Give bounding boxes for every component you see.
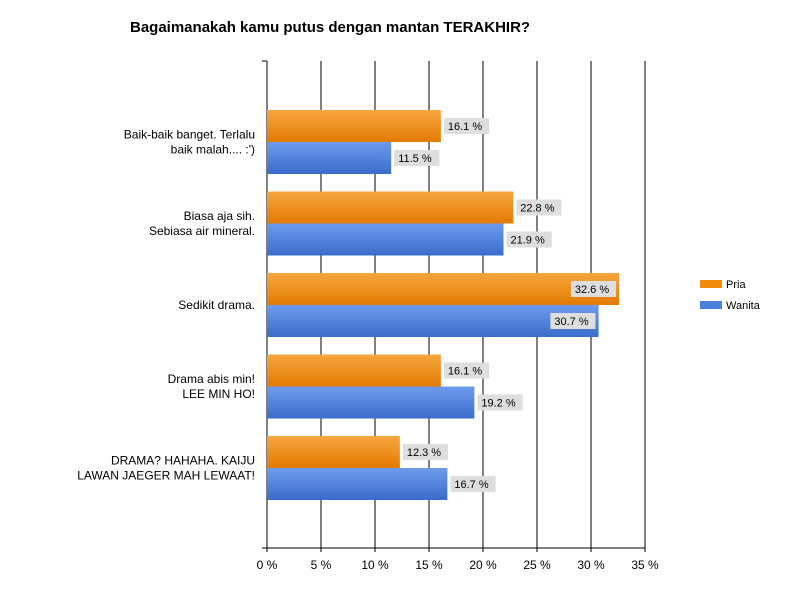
category-label: Biasa aja sih.: [184, 209, 255, 223]
value-label: 11.5 %: [398, 153, 432, 165]
value-label-bg: [570, 281, 617, 297]
legend-swatch-wanita: [700, 301, 722, 309]
value-label-bg: [450, 476, 496, 492]
bar-wanita: [267, 386, 475, 419]
category-label: DRAMA? HAHAHA. KAIJU: [111, 454, 255, 468]
category-label: LAWAN JAEGER MAH LEWAAT!: [77, 469, 255, 483]
category-label: LEE MIN HO!: [182, 387, 255, 401]
bar-pria: [267, 436, 400, 468]
bar-wanita: [267, 223, 504, 256]
category-label: Drama abis min!: [168, 372, 255, 386]
x-tick-label: 25 %: [523, 558, 551, 572]
bar-pria: [267, 110, 441, 142]
value-label: 16.1 %: [448, 121, 482, 133]
x-tick-label: 15 %: [415, 558, 443, 572]
value-label-bg: [394, 150, 440, 166]
x-tick-label: 10 %: [361, 558, 389, 572]
legend-swatch-pria: [700, 280, 722, 288]
value-label: 16.7 %: [454, 479, 488, 491]
value-label-bg: [550, 313, 596, 329]
value-label: 21.9 %: [511, 235, 545, 247]
category-label: Baik-baik banget. Terlalu: [124, 128, 255, 142]
legend-label-pria: Pria: [726, 279, 746, 291]
value-label: 32.6 %: [575, 284, 609, 296]
value-label: 12.3 %: [407, 447, 441, 459]
bar-wanita: [267, 468, 448, 500]
value-label-bg: [402, 444, 449, 460]
chart-title: Bagaimanakah kamu putus dengan mantan TE…: [130, 19, 531, 36]
category-label: Sebiasa air mineral.: [149, 224, 255, 238]
value-label: 16.1 %: [448, 366, 482, 378]
value-label-bg: [516, 199, 562, 216]
legend-label-wanita: Wanita: [726, 300, 761, 312]
value-label: 22.8 %: [520, 203, 554, 215]
value-label-bg: [443, 118, 490, 134]
x-tick-label: 0 %: [257, 558, 278, 572]
value-label-bg: [506, 231, 552, 248]
bar-wanita: [267, 305, 599, 337]
bar-pria: [267, 191, 514, 224]
category-label: baik malah.... :'): [171, 143, 255, 157]
value-label-bg: [477, 394, 523, 411]
bar-wanita: [267, 142, 392, 174]
bar-pria: [267, 354, 441, 387]
x-tick-label: 35 %: [631, 558, 659, 572]
value-label: 19.2 %: [481, 398, 515, 410]
category-label: Sedikit drama.: [178, 298, 255, 312]
x-tick-label: 20 %: [469, 558, 497, 572]
x-tick-label: 30 %: [577, 558, 605, 572]
bar-pria: [267, 273, 620, 305]
x-tick-label: 5 %: [311, 558, 332, 572]
value-label: 30.7 %: [554, 316, 588, 328]
value-label-bg: [443, 362, 490, 379]
